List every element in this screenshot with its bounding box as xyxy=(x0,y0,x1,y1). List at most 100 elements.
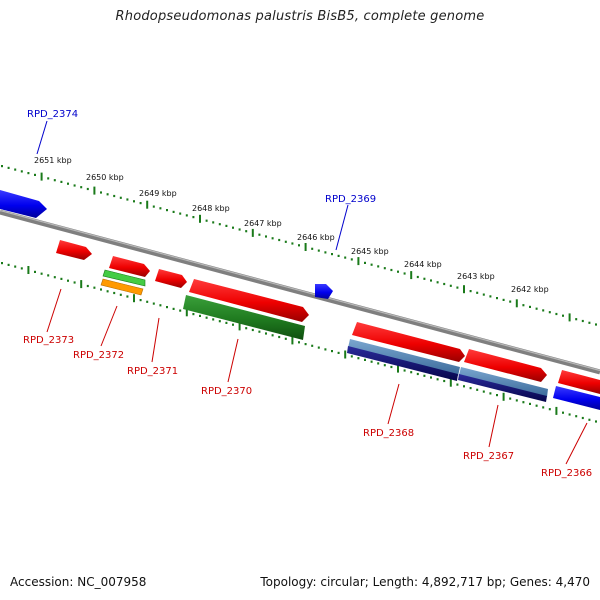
gene-rpd-2370[interactable] xyxy=(189,279,309,322)
scale-minor-tick xyxy=(1,262,3,265)
scale-minor-tick xyxy=(390,268,393,272)
scale-major-tick xyxy=(185,308,188,317)
leader-rpd-2367 xyxy=(488,404,499,448)
scale-minor-tick xyxy=(284,240,287,243)
scale-minor-tick xyxy=(568,413,571,416)
leader-rpd-2371 xyxy=(151,317,160,363)
scale-minor-tick xyxy=(218,320,221,323)
scale-label: 2648 kbp xyxy=(192,204,230,213)
scale-minor-tick xyxy=(284,337,287,340)
scale-minor-tick xyxy=(47,177,50,180)
scale-minor-tick xyxy=(113,194,116,198)
scale-minor-tick xyxy=(403,272,406,275)
scale-labels: 2651 kbp 2650 kbp 2649 kbp 2648 kbp 2647… xyxy=(34,156,549,294)
gene-label-rpd-2366[interactable]: RPD_2366 xyxy=(541,468,592,479)
gene-rpd-2367[interactable] xyxy=(464,349,547,382)
scale-minor-tick xyxy=(324,348,327,351)
scale-minor-tick xyxy=(522,304,525,307)
scale-minor-tick xyxy=(47,274,50,277)
scale-minor-tick xyxy=(350,258,353,261)
scale-major-tick xyxy=(251,228,254,237)
scale-minor-tick xyxy=(489,295,492,298)
scale-minor-tick xyxy=(146,300,149,303)
scale-minor-tick xyxy=(119,196,122,199)
gene-rpd-2369[interactable] xyxy=(315,284,333,299)
scale-label: 2650 kbp xyxy=(86,173,124,182)
scale-major-tick xyxy=(27,266,30,274)
scale-major-tick xyxy=(555,406,558,415)
scale-major-tick xyxy=(133,294,135,303)
gene-rpd-2372[interactable] xyxy=(109,256,150,277)
scale-minor-tick xyxy=(34,270,36,273)
scale-label: 2645 kbp xyxy=(351,247,389,256)
scale-minor-tick xyxy=(390,365,393,369)
scale-minor-tick xyxy=(166,306,168,309)
scale-minor-tick xyxy=(430,279,432,282)
scale-minor-tick xyxy=(271,334,274,337)
gene-rpd-2371[interactable] xyxy=(155,269,187,288)
gene-label-rpd-2372[interactable]: RPD_2372 xyxy=(73,350,124,361)
scale-minor-tick xyxy=(106,193,109,196)
scale-minor-tick xyxy=(73,184,76,187)
accession-text: Accession: NC_007958 xyxy=(10,575,147,589)
scale-minor-tick xyxy=(337,254,340,257)
scale-minor-tick xyxy=(463,385,465,388)
scale-minor-tick xyxy=(245,230,248,233)
gene-rpd-2373[interactable] xyxy=(56,240,92,260)
scale-minor-tick xyxy=(364,261,366,264)
gene-rpd-2374[interactable] xyxy=(0,190,47,218)
scale-minor-tick xyxy=(509,397,512,400)
scale-minor-tick xyxy=(522,401,525,404)
scale-minor-tick xyxy=(357,357,360,360)
gene-label-rpd-2369[interactable]: RPD_2369 xyxy=(325,194,376,205)
scale-minor-tick xyxy=(423,374,426,377)
scale-minor-tick xyxy=(258,233,261,236)
feature-rpd-2368-steel xyxy=(348,339,460,376)
scale-minor-tick xyxy=(199,314,201,317)
scale-minor-tick xyxy=(179,212,182,215)
scale-major-tick xyxy=(357,257,360,266)
scale-minor-tick xyxy=(509,300,512,303)
scale-minor-tick xyxy=(139,202,142,205)
scale-major-tick xyxy=(146,200,149,209)
scale-minor-tick xyxy=(119,293,122,296)
gene-label-rpd-2373[interactable]: RPD_2373 xyxy=(23,335,74,346)
gene-label-rpd-2368[interactable]: RPD_2368 xyxy=(363,428,414,439)
scale-minor-tick xyxy=(291,242,294,245)
scale-minor-tick xyxy=(397,270,399,273)
scale-minor-tick xyxy=(166,209,168,212)
scale-minor-tick xyxy=(60,277,63,280)
scale-minor-tick xyxy=(575,318,578,321)
gene-label-rpd-2371[interactable]: RPD_2371 xyxy=(127,366,178,377)
leader-rpd-2369 xyxy=(335,204,349,251)
scale-minor-tick xyxy=(562,411,564,414)
gene-label-rpd-2367[interactable]: RPD_2367 xyxy=(463,451,514,462)
scale-minor-tick xyxy=(588,321,591,324)
gene-rpd-2366[interactable] xyxy=(558,370,600,394)
gene-label-rpd-2374[interactable]: RPD_2374 xyxy=(27,109,78,120)
gene-label-rpd-2370[interactable]: RPD_2370 xyxy=(201,386,252,397)
scale-minor-tick xyxy=(152,302,155,305)
scale-minor-tick xyxy=(126,198,129,201)
scale-minor-tick xyxy=(60,180,63,183)
scale-minor-tick xyxy=(218,223,221,226)
scale-label: 2642 kbp xyxy=(511,285,549,294)
scale-minor-tick xyxy=(443,379,446,383)
scale-minor-tick xyxy=(80,186,83,189)
scale-minor-tick xyxy=(179,309,182,312)
scale-major-tick xyxy=(410,271,413,280)
scale-minor-tick xyxy=(185,214,188,217)
scale-major-tick xyxy=(344,350,347,359)
scale-major-tick xyxy=(502,392,505,401)
scale-minor-tick xyxy=(1,165,3,168)
scale-minor-tick xyxy=(548,408,551,411)
scale-label: 2647 kbp xyxy=(244,219,282,228)
gene-rpd-2368[interactable] xyxy=(352,322,465,362)
scale-minor-tick xyxy=(476,291,479,294)
scale-minor-tick xyxy=(258,330,261,333)
scale-minor-tick xyxy=(172,307,175,310)
scale-minor-tick xyxy=(370,360,373,363)
scale-minor-tick xyxy=(383,267,386,270)
leader-rpd-2368 xyxy=(387,383,400,425)
